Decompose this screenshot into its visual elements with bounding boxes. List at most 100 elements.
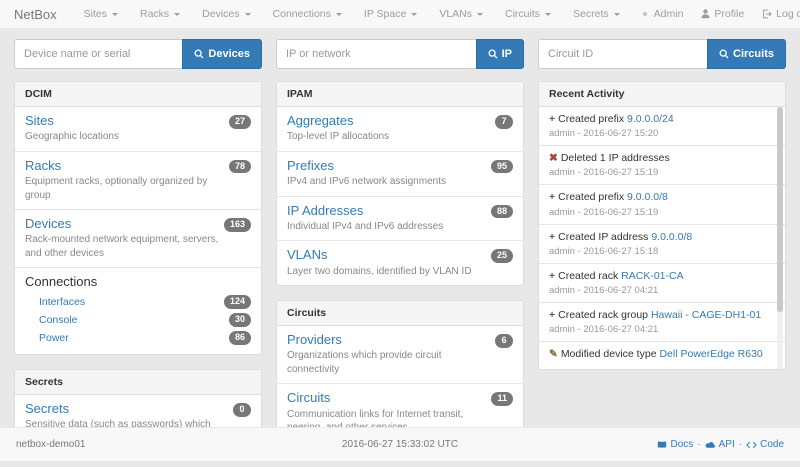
activity-action: Created rack bbox=[558, 269, 619, 282]
user-icon bbox=[701, 9, 710, 19]
activity-meta: admin - 2016-06-27 15:18 bbox=[549, 245, 659, 257]
nav-item-ip-space[interactable]: IP Space bbox=[353, 8, 428, 20]
activity-line: + Created rack RACK-01-CA bbox=[549, 269, 767, 284]
book-icon bbox=[657, 440, 667, 450]
circuit-search-input[interactable] bbox=[538, 39, 708, 69]
dcim-subitem-console[interactable]: Console 30 bbox=[25, 311, 251, 329]
footer-link-label: API bbox=[718, 439, 735, 450]
ipam-link-ip-addresses[interactable]: IP Addresses bbox=[287, 202, 364, 218]
ipam-item-vlans[interactable]: VLANs 25 Layer two domains, identified b… bbox=[277, 241, 523, 285]
activity-scroll-region[interactable]: + Created prefix 9.0.0.0/24 admin - 2016-… bbox=[539, 107, 785, 369]
secrets-link-secrets[interactable]: Secrets bbox=[25, 401, 70, 417]
panel-recent-activity: Recent Activity + Created prefix 9.0.0.0/… bbox=[538, 81, 786, 370]
dcim-link-interfaces[interactable]: Interfaces bbox=[39, 296, 86, 309]
circuit-search-button[interactable]: Circuits bbox=[707, 39, 786, 69]
dcim-link-racks[interactable]: Racks bbox=[25, 157, 62, 173]
ipam-count-aggregates: 7 bbox=[495, 115, 513, 129]
chevron-down-icon bbox=[335, 12, 342, 16]
dcim-link-power[interactable]: Power bbox=[39, 332, 69, 345]
nav-item-devices[interactable]: Devices bbox=[191, 8, 261, 20]
footer-link-code[interactable]: Code bbox=[746, 439, 784, 450]
dcim-desc-sites: Geographic locations bbox=[25, 131, 119, 143]
search-icon bbox=[194, 49, 204, 59]
chevron-down-icon bbox=[174, 12, 181, 16]
circuits-item-providers[interactable]: Providers 6 Organizations which provide … bbox=[277, 326, 523, 385]
dcim-item-racks[interactable]: Racks 78 Equipment racks, optionally org… bbox=[15, 152, 261, 210]
footer-link-label: Docs bbox=[670, 439, 694, 450]
activity-action: Created rack group bbox=[558, 309, 649, 322]
activity-object[interactable]: 9.0.0.0/8 bbox=[651, 230, 693, 243]
dcim-link-console[interactable]: Console bbox=[39, 314, 78, 327]
top-navbar: NetBox Sites Racks Devices Connections I… bbox=[0, 0, 800, 29]
circuits-count-providers: 6 bbox=[495, 334, 513, 348]
nav-item-sites[interactable]: Sites bbox=[73, 8, 129, 20]
ipam-item-prefixes[interactable]: Prefixes 95 IPv4 and IPv6 network assign… bbox=[277, 152, 523, 197]
circuits-link-circuits[interactable]: Circuits bbox=[287, 390, 331, 406]
search-icon bbox=[488, 49, 498, 59]
device-search-button[interactable]: Devices bbox=[182, 39, 262, 69]
nav-item-connections[interactable]: Connections bbox=[262, 8, 353, 20]
activity-body: + Created prefix 9.0.0.0/24 admin - 2016-… bbox=[539, 107, 785, 369]
activity-row[interactable]: ✎ Modified device type Dell PowerEdge R63… bbox=[539, 342, 785, 368]
activity-object[interactable]: Dell PowerEdge R630 bbox=[659, 348, 763, 361]
nav-item-racks[interactable]: Racks bbox=[129, 8, 191, 20]
activity-action: Created prefix bbox=[558, 113, 625, 125]
activity-action: Created IP address bbox=[558, 230, 649, 243]
device-search-button-label: Devices bbox=[208, 48, 250, 60]
dcim-count-power: 86 bbox=[228, 331, 251, 345]
brand-netbox[interactable]: NetBox bbox=[14, 6, 57, 22]
dcim-item-sites[interactable]: Sites 27 Geographic locations bbox=[15, 107, 261, 152]
nav-item-admin[interactable]: Admin bbox=[631, 8, 693, 20]
dcim-subitem-power[interactable]: Power 86 bbox=[25, 329, 251, 347]
dcim-subitem-interfaces[interactable]: Interfaces 124 bbox=[25, 293, 251, 311]
ipam-item-aggregates[interactable]: Aggregates 7 Top-level IP allocations bbox=[277, 107, 523, 152]
activity-row[interactable]: + Created rack group Hawaii - CAGE-DH1-01… bbox=[539, 303, 785, 343]
dcim-count-console: 30 bbox=[228, 313, 251, 327]
activity-line: + Created prefix 9.0.0.0/24 bbox=[549, 112, 767, 127]
nav-item-vlans[interactable]: VLANs bbox=[428, 8, 494, 20]
dcim-link-sites[interactable]: Sites bbox=[25, 113, 54, 128]
nav-item-profile[interactable]: Profile bbox=[692, 8, 753, 20]
activity-object[interactable]: 9.0.0.0/24 bbox=[627, 113, 674, 125]
ipam-count-vlans: 25 bbox=[490, 249, 513, 263]
nav-item-logout[interactable]: Log out bbox=[753, 8, 800, 20]
dcim-link-devices[interactable]: Devices bbox=[25, 216, 72, 231]
activity-row[interactable]: + Created prefix 9.0.0.0/24 admin - 2016-… bbox=[539, 107, 785, 147]
activity-row[interactable]: + Created prefix 9.0.0.0/8 admin - 2016-0… bbox=[539, 185, 785, 225]
activity-row[interactable]: ✖ Deleted 1 IP addresses admin - 2016-06-… bbox=[539, 146, 785, 186]
panel-circuits-title: Circuits bbox=[277, 301, 523, 326]
ipam-link-vlans[interactable]: VLANs bbox=[287, 247, 328, 263]
page-footer: netbox-demo01 2016-06-27 15:33:02 UTC Do… bbox=[0, 427, 800, 461]
activity-object[interactable]: Hawaii - CAGE-DH1-01 bbox=[650, 309, 762, 322]
ipam-link-prefixes[interactable]: Prefixes bbox=[287, 157, 334, 173]
circuits-link-providers[interactable]: Providers bbox=[287, 332, 342, 347]
activity-row[interactable]: + Created rack RACK-01-CA admin - 2016-06… bbox=[539, 264, 785, 304]
dcim-count-devices: 163 bbox=[223, 218, 251, 232]
ipam-link-aggregates[interactable]: Aggregates bbox=[287, 113, 354, 128]
chevron-down-icon bbox=[613, 12, 620, 16]
ip-search-input[interactable] bbox=[276, 39, 476, 69]
circuits-desc-providers: Organizations which provide circuit conn… bbox=[287, 350, 442, 375]
chevron-down-icon bbox=[545, 12, 552, 16]
gear-icon bbox=[640, 9, 650, 19]
ipam-item-ip-addresses[interactable]: IP Addresses 88 Individual IPv4 and IPv6… bbox=[277, 197, 523, 242]
nav-item-circuits[interactable]: Circuits bbox=[494, 8, 562, 20]
dcim-item-devices[interactable]: Devices 163 Rack-mounted network equipme… bbox=[15, 210, 261, 269]
activity-object[interactable]: 9.0.0.0/8 bbox=[627, 191, 668, 204]
ipam-desc-vlans: Layer two domains, identified by VLAN ID bbox=[287, 265, 472, 277]
ip-search-button[interactable]: IP bbox=[475, 39, 524, 69]
device-search-input[interactable] bbox=[14, 39, 183, 69]
activity-scrollbar-thumb[interactable] bbox=[777, 107, 783, 312]
nav-item-label: VLANs bbox=[439, 8, 473, 20]
footer-link-docs[interactable]: Docs bbox=[657, 439, 693, 450]
main-container: Devices IP Cir bbox=[0, 29, 800, 467]
search-icon bbox=[719, 49, 729, 59]
activity-meta: admin - 2016-06-27 15:20 bbox=[549, 128, 659, 140]
nav-item-secrets[interactable]: Secrets bbox=[562, 8, 631, 20]
activity-row[interactable]: + Created IP address 9.0.0.0/8 admin - 20… bbox=[539, 225, 785, 264]
circuit-search-button-label: Circuits bbox=[733, 48, 774, 60]
panel-ipam-title: IPAM bbox=[277, 82, 523, 107]
activity-object[interactable]: RACK-01-CA bbox=[621, 269, 684, 282]
footer-links: Docs · API · Code bbox=[657, 439, 784, 450]
footer-link-api[interactable]: API bbox=[705, 439, 735, 450]
